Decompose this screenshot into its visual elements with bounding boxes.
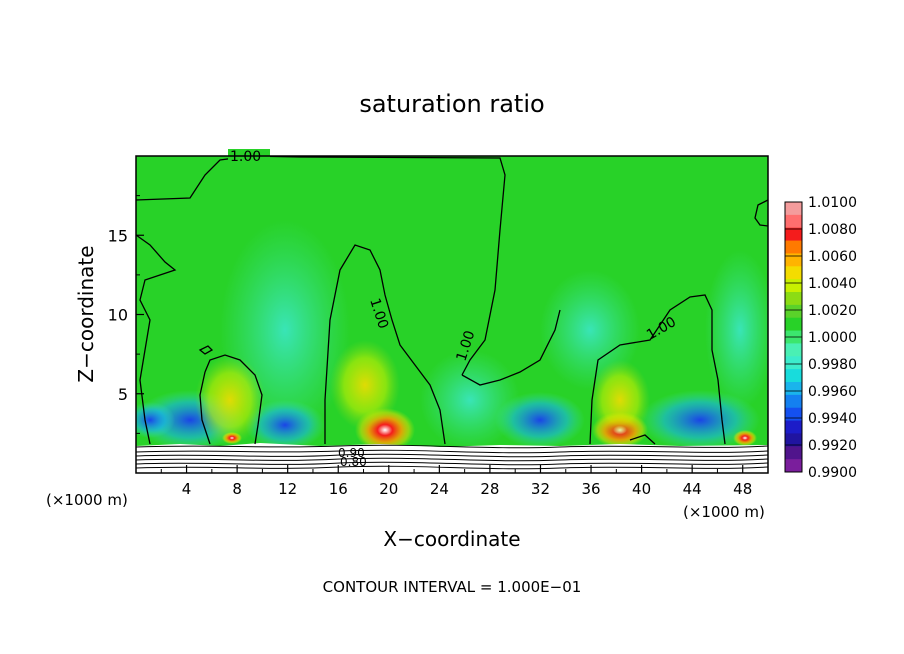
x-tick-label: 16 [329,480,348,498]
colorbar-label: 0.9900 [808,465,857,481]
x-tick-label: 48 [733,480,752,498]
y-axis-label: Z−coordinate [74,245,98,382]
colorbar-swatch [785,356,802,370]
colorbar-swatch [785,240,802,254]
colorbar-swatch [785,214,802,229]
colorbar-label: 0.9960 [808,384,857,400]
y-tick-label: 15 [108,226,128,245]
colorbar-label: 1.0020 [808,303,857,319]
colorbar-swatch [785,253,802,267]
colorbar-label: 0.9940 [808,411,857,427]
x-tick-label: 24 [430,480,449,498]
colorbar-swatch [785,292,802,306]
colorbar-swatch [785,420,802,434]
colorbar-swatch [785,382,802,396]
colorbar-swatch [785,266,802,280]
colorbar-label: 1.0080 [808,222,857,238]
contour-lines [136,156,768,445]
colorbar: 1.0100 1.0080 1.0060 1.0040 1.0020 1.0000 0.99… [784,195,857,481]
x-tick-label: 12 [278,480,297,498]
colorbar-swatch [785,407,802,422]
colorbar-swatch [785,202,802,216]
x-tick-label: 40 [632,480,651,498]
colorbar-swatch [785,446,802,460]
y-tick-label: 5 [118,385,128,404]
contour-interval-note: CONTOUR INTERVAL = 1.000E−01 [323,578,582,596]
x-tick-label: 32 [531,480,550,498]
colorbar-swatch [785,369,802,383]
x-tick-label: 20 [379,480,398,498]
colorbar-label: 0.9920 [808,438,857,454]
colorbar-label: 1.0040 [808,276,857,292]
colorbar-swatch [785,433,802,447]
x-unit-right: (×1000 m) [683,503,765,521]
x-unit-left: (×1000 m) [46,491,128,509]
x-tick-label: 8 [232,480,242,498]
x-tick-label: 44 [683,480,702,498]
contour-label-group: 1.00 1.00 1.00 1.00 0.90 0.80 [228,149,679,469]
heatmap-field [136,156,768,473]
colorbar-label: 1.0000 [808,330,857,346]
colorbar-label: 1.0060 [808,249,857,265]
colorbar-swatch [785,459,802,473]
x-axis: 4 8 12 16 20 24 28 32 36 40 44 48 [160,465,752,498]
x-tick-label: 36 [581,480,600,498]
colorbar-swatch [785,227,802,242]
colorbar-label: 1.0100 [808,195,857,211]
y-tick-label: 10 [108,306,128,325]
surface-contours [136,444,768,470]
contour-label: 0.80 [340,455,367,469]
contour-label: 1.00 [230,149,261,165]
colorbar-swatch [785,343,802,357]
colorbar-swatch [785,317,802,332]
colorbar-label: 0.9980 [808,357,857,373]
x-axis-label: X−coordinate [383,527,520,551]
y-axis: 5 10 15 [108,195,144,434]
colorbar-swatch [785,394,802,409]
chart-title: saturation ratio [359,90,544,118]
x-tick-label: 4 [182,480,192,498]
x-tick-label: 28 [480,480,499,498]
contour-label: 0.90 [338,446,365,460]
colorbar-swatch [785,279,802,293]
colorbar-swatch [785,304,802,319]
